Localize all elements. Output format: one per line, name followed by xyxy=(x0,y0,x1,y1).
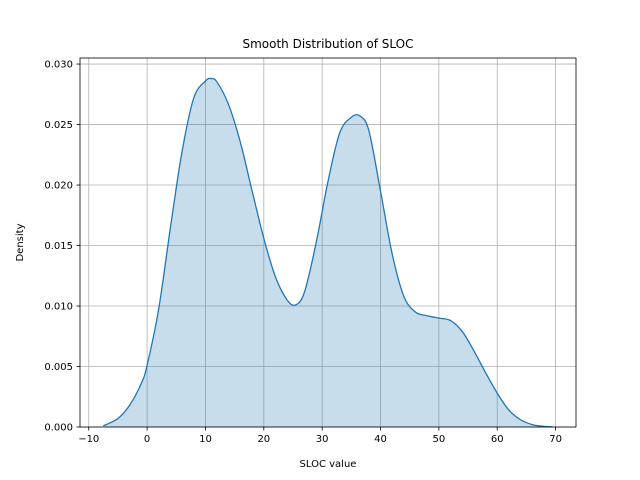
x-tick-label: 70 xyxy=(549,434,562,445)
x-tick-label: 30 xyxy=(316,434,329,445)
data-series xyxy=(103,77,553,428)
y-tick-label: 0.020 xyxy=(44,181,73,192)
y-tick-label: 0.010 xyxy=(44,302,73,313)
y-tick-label: 0.005 xyxy=(44,362,73,373)
x-tick-label: 60 xyxy=(491,434,504,445)
x-tick-label: 40 xyxy=(374,434,387,445)
x-tick-label: 50 xyxy=(433,434,446,445)
y-axis-label: Density xyxy=(15,223,26,261)
y-tick-label: 0.025 xyxy=(44,120,73,131)
y-tick-label: 0.030 xyxy=(44,60,73,71)
plot-frame xyxy=(79,57,577,428)
x-tick-label: −10 xyxy=(78,434,99,445)
x-tick-label: 10 xyxy=(199,434,212,445)
x-axis-label: SLOC value xyxy=(300,459,357,470)
chart-title: Smooth Distribution of SLOC xyxy=(242,37,413,51)
x-tick-label: 20 xyxy=(257,434,270,445)
density-area xyxy=(103,78,553,427)
ticks: −10 0 10 20 30 40 50 60 70 0.000 0.005 0.010 0.015 0.… xyxy=(44,60,562,445)
density-line xyxy=(103,77,553,428)
x-tick-label: 0 xyxy=(144,434,150,445)
y-tick-label: 0.000 xyxy=(44,423,73,434)
y-tick-label: 0.015 xyxy=(44,241,73,252)
